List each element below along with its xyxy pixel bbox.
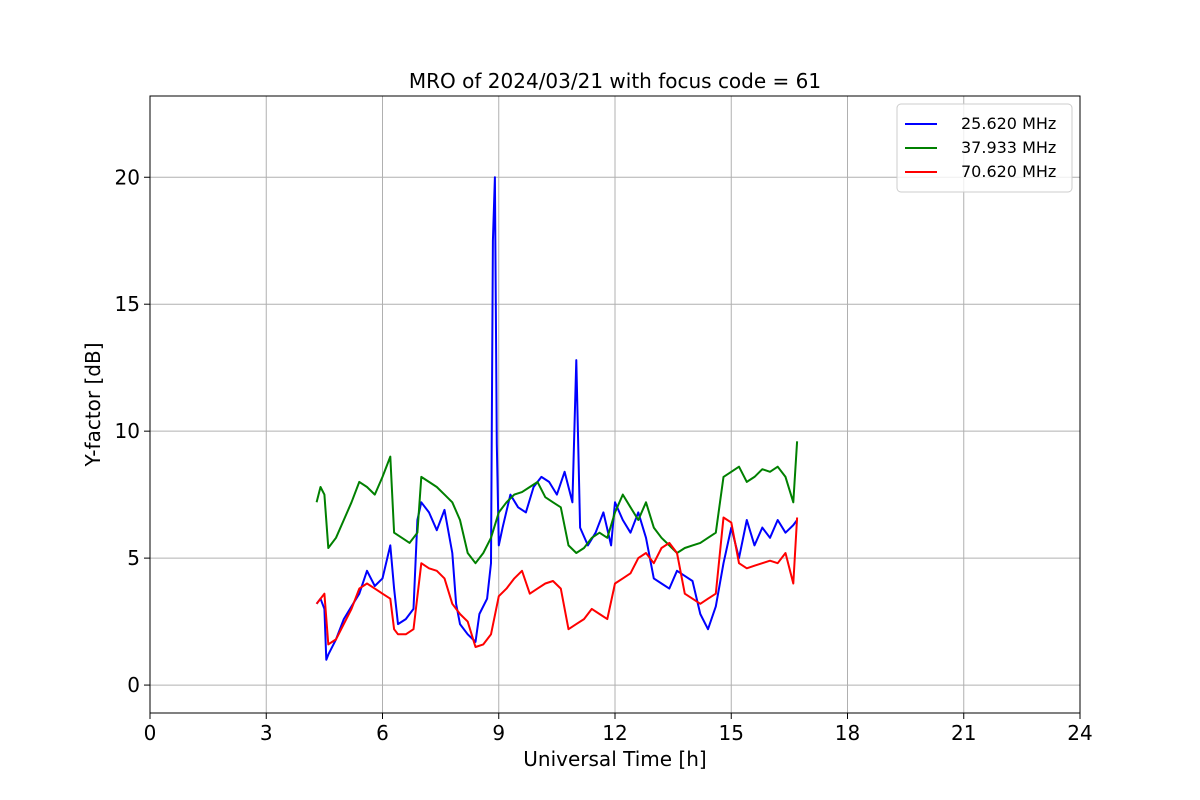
series-line-3 bbox=[315, 516, 799, 648]
y-tick-label: 0 bbox=[127, 673, 140, 697]
x-tick-label: 3 bbox=[260, 721, 273, 745]
y-tick-label: 5 bbox=[127, 546, 140, 570]
y-tick-label: 20 bbox=[115, 165, 140, 189]
y-axis-label: Y-factor [dB] bbox=[81, 342, 105, 467]
x-tick-label: 12 bbox=[602, 721, 627, 745]
chart-title: MRO of 2024/03/21 with focus code = 61 bbox=[409, 69, 821, 93]
x-tick-label: 15 bbox=[719, 721, 744, 745]
legend-box bbox=[896, 103, 1073, 193]
legend: 25.620 MHz 37.933 MHz 70.620 MHz bbox=[896, 103, 1073, 193]
series-line-2 bbox=[315, 441, 799, 565]
x-tick-label: 0 bbox=[144, 721, 157, 745]
x-tick-label: 21 bbox=[951, 721, 976, 745]
x-tick-label: 18 bbox=[835, 721, 860, 745]
x-axis-ticks: 0 3 6 9 12 15 18 21 24 bbox=[144, 713, 1093, 745]
legend-label-3: 70.620 MHz bbox=[961, 162, 1056, 181]
x-axis-label: Universal Time [h] bbox=[523, 747, 706, 771]
legend-label-1: 25.620 MHz bbox=[961, 114, 1056, 133]
y-tick-label: 10 bbox=[115, 419, 140, 443]
y-tick-label: 15 bbox=[115, 292, 140, 316]
series-line-1 bbox=[315, 176, 798, 661]
x-tick-label: 9 bbox=[492, 721, 505, 745]
y-axis-ticks: 0 5 10 15 20 bbox=[115, 165, 150, 697]
x-tick-label: 24 bbox=[1067, 721, 1092, 745]
legend-label-2: 37.933 MHz bbox=[961, 138, 1056, 157]
series-layer bbox=[315, 176, 799, 661]
x-tick-label: 6 bbox=[376, 721, 389, 745]
